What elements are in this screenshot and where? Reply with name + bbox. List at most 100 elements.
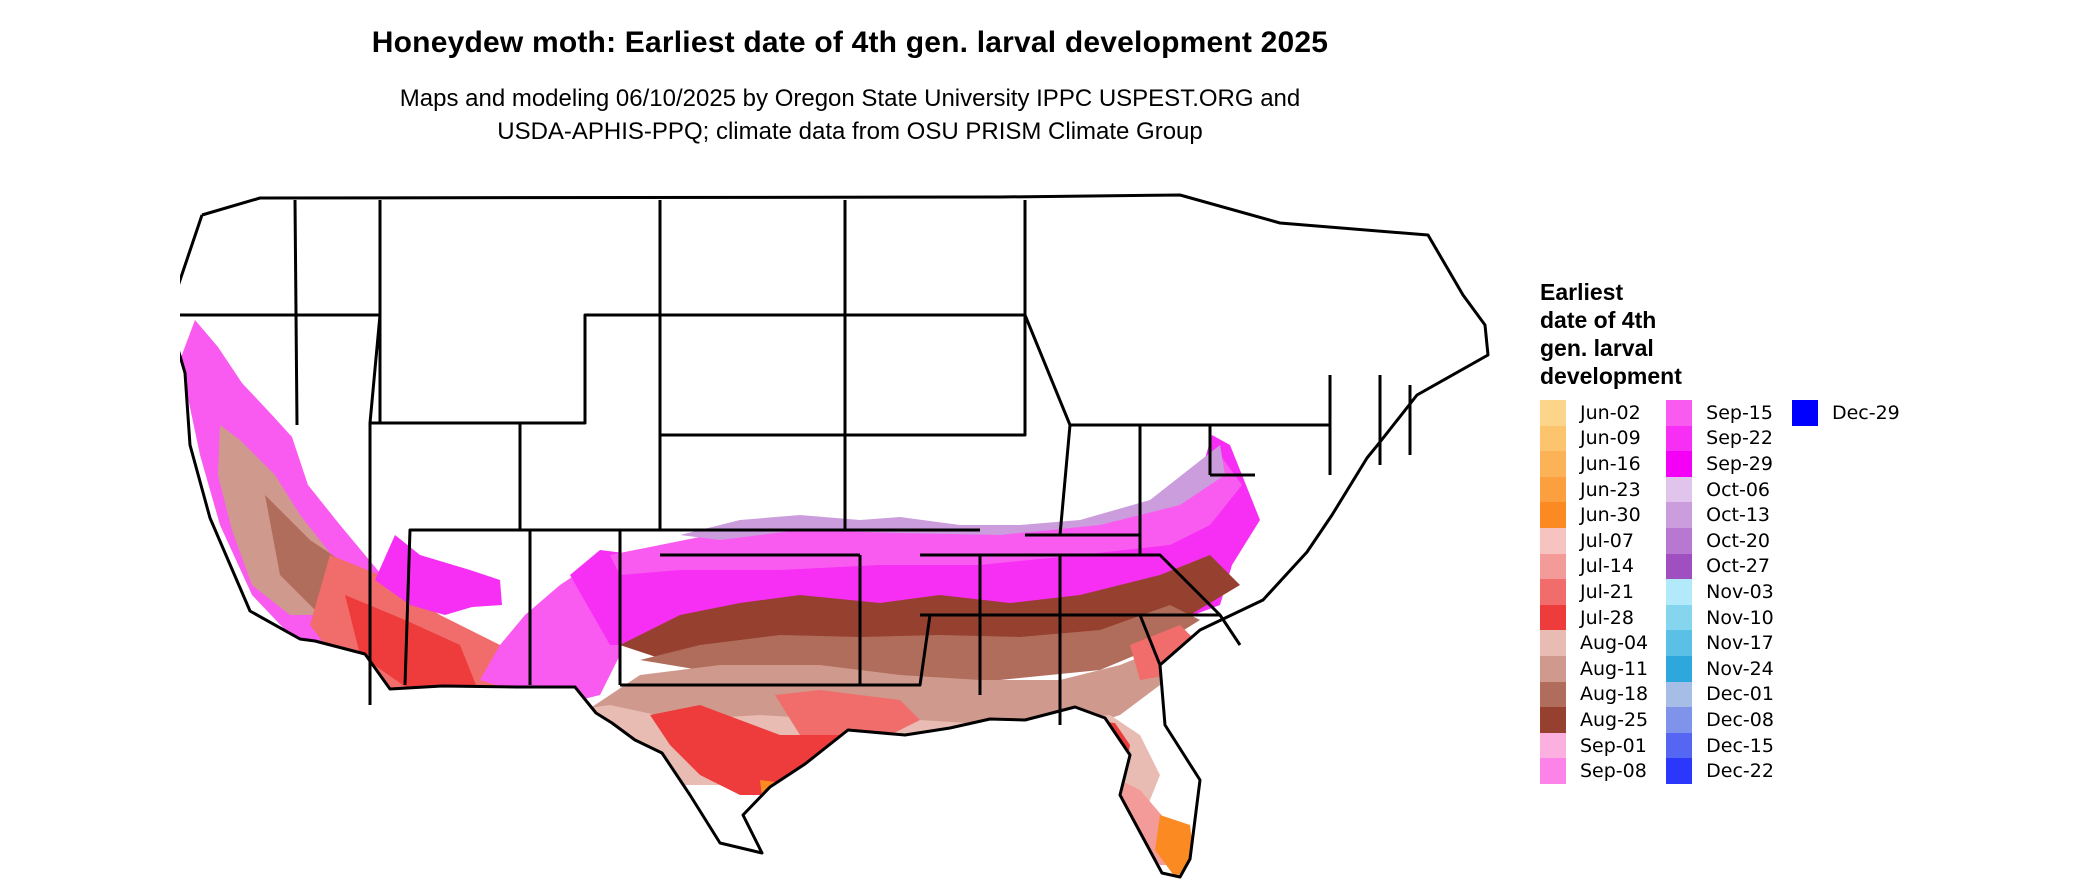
legend-swatch <box>1540 604 1566 631</box>
legend-item: Nov-03 <box>1666 579 1774 605</box>
legend-item: Dec-22 <box>1666 758 1774 784</box>
legend-title: Earliest date of 4th gen. larval develop… <box>1540 278 1740 390</box>
legend-title-line: development <box>1540 363 1682 389</box>
legend-column: Jun-02 Jun-09 Jun-16 Jun-23 Jun-30 Jul-07 Jul-… <box>1540 400 1648 784</box>
legend-swatch <box>1540 655 1566 682</box>
legend-label: Sep-08 <box>1580 760 1647 783</box>
legend-label: Oct-20 <box>1706 529 1771 552</box>
legend-item: Sep-15 <box>1666 400 1774 426</box>
legend-item: Oct-06 <box>1666 476 1774 503</box>
legend-title-line: Earliest <box>1540 279 1624 305</box>
legend-swatch <box>1540 400 1566 426</box>
legend-label: Jun-16 <box>1580 452 1641 475</box>
legend-swatch <box>1666 579 1693 605</box>
legend-swatch <box>1540 579 1566 605</box>
legend-column: Sep-15 Sep-22 Sep-29 Oct-06 Oct-13 Oct-20 Oct-… <box>1666 400 1774 784</box>
legend-swatch <box>1666 502 1693 528</box>
legend-item: Jul-21 <box>1540 579 1648 605</box>
legend-title-line: date of 4th <box>1540 307 1657 333</box>
legend-label: Oct-27 <box>1706 555 1771 578</box>
legend-label: Jun-09 <box>1580 427 1641 450</box>
legend-label: Aug-18 <box>1580 683 1649 706</box>
legend-label: Nov-10 <box>1706 606 1774 629</box>
legend-label: Dec-01 <box>1706 683 1774 706</box>
legend-label: Dec-15 <box>1706 734 1774 757</box>
legend-swatch <box>1666 476 1693 503</box>
legend-label: Dec-08 <box>1706 708 1774 731</box>
legend-swatch <box>1666 758 1693 784</box>
legend-item: Aug-18 <box>1540 681 1649 708</box>
legend-column: Dec-29 <box>1791 400 1900 784</box>
legend-item: Aug-11 <box>1540 655 1648 682</box>
legend-label: Sep-22 <box>1706 427 1773 450</box>
subtitle-line-2: USDA-APHIS-PPQ; climate data from OSU PR… <box>497 118 1203 145</box>
legend-label: Sep-15 <box>1706 401 1773 424</box>
legend-item: Jul-28 <box>1540 604 1648 631</box>
legend-item: Jun-30 <box>1540 502 1648 528</box>
legend-swatch <box>1540 451 1566 477</box>
legend-swatch <box>1666 451 1693 477</box>
legend-item: Jun-23 <box>1540 476 1648 503</box>
legend-item: Nov-24 <box>1666 655 1774 682</box>
legend-label: Aug-25 <box>1580 708 1649 731</box>
legend-columns: Jun-02 Jun-09 Jun-16 Jun-23 Jun-30 Jul-07 Jul-… <box>1540 400 1900 784</box>
subtitle-line-1: Maps and modeling 06/10/2025 by Oregon S… <box>399 85 1301 112</box>
legend-item: Sep-22 <box>1666 425 1774 452</box>
legend-swatch <box>1540 732 1566 759</box>
legend-label: Jul-28 <box>1580 606 1634 629</box>
legend-label: Nov-03 <box>1706 580 1774 603</box>
legend-label: Oct-06 <box>1706 478 1771 501</box>
legend-swatch <box>1791 400 1818 426</box>
legend-swatch <box>1666 400 1693 426</box>
legend-label: Jul-21 <box>1580 580 1634 603</box>
legend-item: Jul-14 <box>1540 553 1648 580</box>
legend-swatch <box>1540 476 1566 503</box>
legend-swatch <box>1540 681 1566 708</box>
state-borders <box>180 193 1490 879</box>
legend-label: Jun-23 <box>1580 478 1641 501</box>
development-zones <box>180 320 1260 877</box>
legend-swatch <box>1666 655 1693 682</box>
map-legend: Earliest date of 4th gen. larval develop… <box>1540 278 1900 784</box>
legend-label: Oct-13 <box>1706 504 1771 527</box>
legend-label: Nov-17 <box>1706 632 1774 655</box>
legend-swatch <box>1666 630 1693 656</box>
legend-item: Aug-04 <box>1540 630 1648 656</box>
legend-label: Jul-14 <box>1580 555 1634 578</box>
legend-item: Nov-17 <box>1666 630 1774 656</box>
legend-swatch <box>1666 707 1693 733</box>
legend-swatch <box>1540 707 1566 733</box>
map-subtitle: Maps and modeling 06/10/2025 by Oregon S… <box>0 82 1700 148</box>
legend-swatch <box>1666 604 1693 631</box>
legend-item: Dec-29 <box>1791 400 1900 426</box>
legend-swatch <box>1666 425 1693 452</box>
legend-swatch <box>1666 681 1693 708</box>
legend-item: Jun-02 <box>1540 400 1648 426</box>
legend-title-line: gen. larval <box>1540 335 1654 361</box>
us-map <box>180 193 1490 879</box>
legend-label: Jun-02 <box>1580 401 1641 424</box>
legend-swatch <box>1540 502 1566 528</box>
legend-item: Sep-29 <box>1666 451 1774 477</box>
legend-item: Dec-08 <box>1666 707 1774 733</box>
legend-swatch <box>1666 527 1693 554</box>
legend-label: Jun-30 <box>1580 504 1641 527</box>
legend-item: Nov-10 <box>1666 604 1774 631</box>
legend-swatch <box>1666 732 1693 759</box>
legend-swatch <box>1540 553 1566 580</box>
legend-label: Sep-29 <box>1706 452 1773 475</box>
legend-label: Dec-29 <box>1831 401 1900 424</box>
legend-swatch <box>1540 425 1566 452</box>
legend-label: Aug-04 <box>1580 632 1649 655</box>
legend-swatch <box>1540 527 1566 554</box>
legend-label: Sep-01 <box>1580 734 1647 757</box>
legend-swatch <box>1540 630 1566 656</box>
legend-item: Sep-08 <box>1540 758 1648 784</box>
legend-item: Jun-16 <box>1540 451 1648 477</box>
legend-swatch <box>1540 758 1566 784</box>
legend-label: Dec-22 <box>1706 760 1774 783</box>
legend-label: Jul-07 <box>1580 529 1634 552</box>
legend-item: Aug-25 <box>1540 707 1648 733</box>
legend-item: Oct-13 <box>1666 502 1774 528</box>
legend-item: Oct-27 <box>1666 553 1774 580</box>
